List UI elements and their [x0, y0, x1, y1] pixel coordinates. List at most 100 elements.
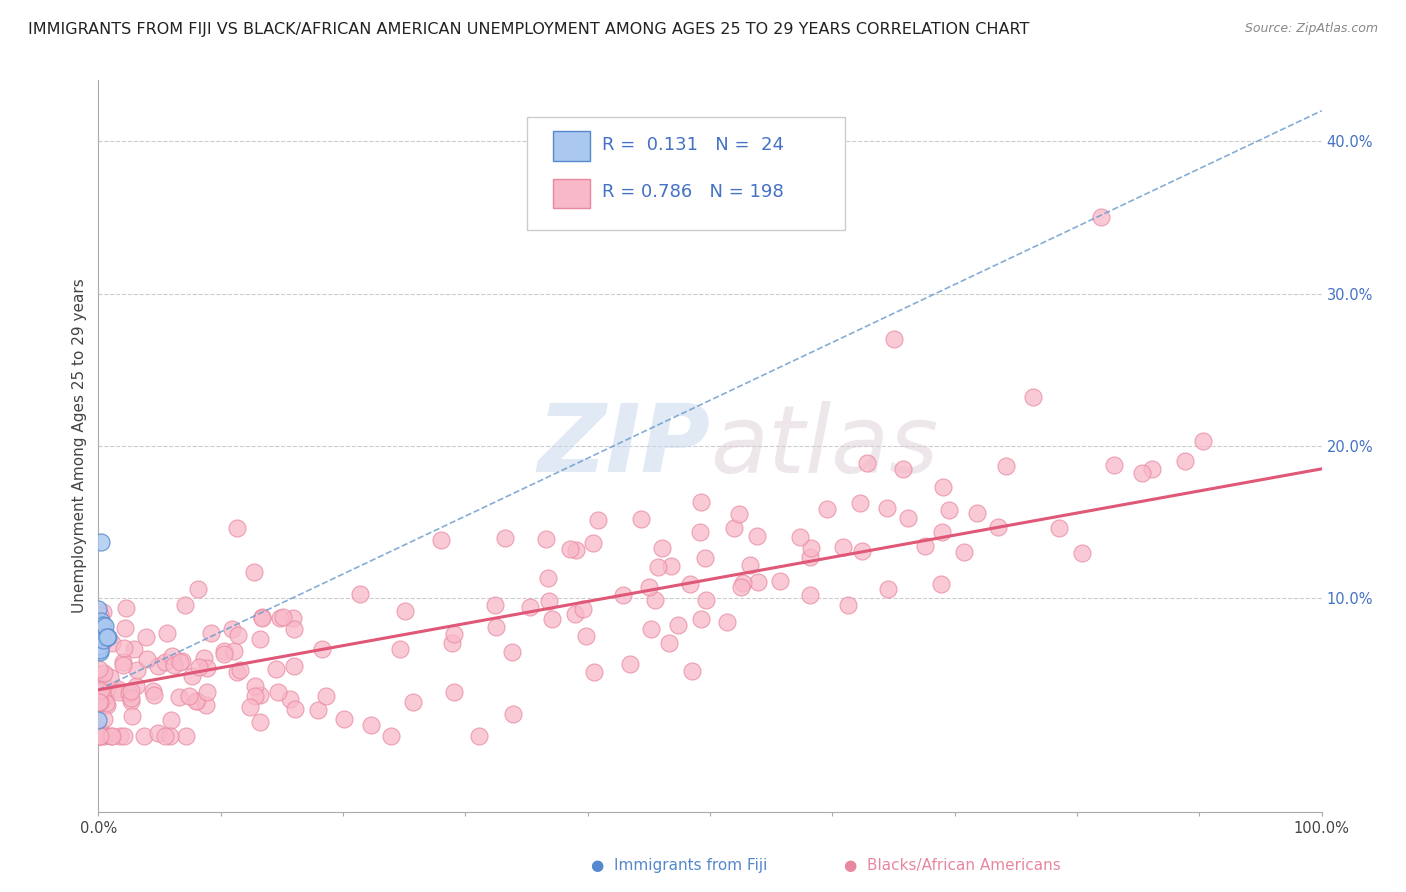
Point	[575, 629, 598, 643]
Point	[91, 632, 114, 647]
Point	[877, 582, 900, 596]
Point	[93, 666, 115, 681]
Point	[897, 510, 920, 524]
Point	[966, 506, 988, 520]
Point	[747, 574, 769, 589]
Point	[90, 682, 112, 697]
Point	[91, 623, 114, 637]
Point	[186, 582, 208, 596]
Point	[160, 714, 183, 728]
Point	[225, 665, 247, 679]
Point	[87, 632, 110, 647]
Point	[89, 729, 111, 743]
Point	[914, 539, 936, 553]
Point	[243, 689, 266, 703]
Point	[651, 541, 673, 555]
Point	[89, 662, 111, 676]
Point	[135, 652, 157, 666]
Point	[195, 661, 218, 675]
Point	[1047, 520, 1070, 534]
Point	[716, 615, 738, 629]
Point	[534, 532, 557, 546]
Point	[125, 680, 148, 694]
Point	[537, 594, 560, 608]
Point	[252, 609, 274, 624]
Point	[443, 627, 465, 641]
Point	[169, 690, 191, 705]
Point	[876, 500, 898, 515]
Point	[311, 642, 333, 657]
Point	[666, 618, 689, 632]
FancyBboxPatch shape	[554, 179, 591, 209]
Point	[558, 541, 581, 556]
Point	[995, 458, 1018, 473]
Point	[193, 650, 215, 665]
Point	[519, 599, 541, 614]
Text: ZIP: ZIP	[537, 400, 710, 492]
Point	[644, 593, 666, 607]
Point	[87, 639, 110, 653]
Point	[583, 665, 606, 680]
Point	[97, 630, 120, 644]
Point	[485, 620, 508, 634]
Point	[267, 685, 290, 699]
Point	[1090, 211, 1112, 225]
Point	[186, 693, 208, 707]
Point	[799, 549, 821, 564]
Point	[226, 628, 249, 642]
Point	[679, 577, 702, 591]
Point	[243, 679, 266, 693]
Point	[1142, 462, 1164, 476]
FancyBboxPatch shape	[554, 131, 591, 161]
Point	[502, 707, 524, 722]
Point	[212, 647, 235, 661]
Point	[89, 642, 111, 657]
Point	[212, 644, 235, 658]
Point	[98, 670, 121, 684]
Point	[197, 684, 219, 698]
Point	[156, 626, 179, 640]
Point	[170, 654, 193, 668]
Point	[402, 695, 425, 709]
Point	[1191, 434, 1213, 448]
Point	[89, 645, 111, 659]
Point	[148, 659, 170, 673]
Point	[121, 709, 143, 723]
Point	[108, 685, 131, 699]
Point	[134, 729, 156, 743]
Point	[1071, 545, 1094, 559]
Text: atlas: atlas	[710, 401, 938, 491]
Point	[87, 636, 110, 650]
Point	[931, 525, 953, 540]
Point	[135, 630, 157, 644]
Point	[87, 621, 110, 635]
Point	[96, 698, 118, 712]
Point	[94, 690, 117, 705]
Point	[87, 617, 110, 632]
Point	[333, 712, 356, 726]
Point	[443, 685, 465, 699]
Point	[1022, 390, 1045, 404]
Point	[174, 599, 197, 613]
Point	[91, 618, 114, 632]
Point	[883, 332, 905, 346]
Point	[91, 634, 114, 648]
Point	[112, 729, 135, 743]
Point	[484, 598, 506, 612]
Point	[87, 714, 110, 728]
Point	[153, 729, 176, 743]
Y-axis label: Unemployment Among Ages 25 to 29 years: Unemployment Among Ages 25 to 29 years	[72, 278, 87, 614]
Point	[118, 686, 141, 700]
Point	[728, 507, 751, 521]
Point	[586, 513, 609, 527]
Point	[283, 702, 305, 716]
Point	[93, 630, 115, 644]
Point	[283, 658, 305, 673]
Point	[938, 503, 960, 517]
Point	[658, 636, 681, 650]
Point	[87, 729, 110, 743]
Point	[226, 521, 249, 535]
Point	[307, 703, 329, 717]
Point	[689, 524, 711, 539]
Point	[87, 624, 110, 639]
